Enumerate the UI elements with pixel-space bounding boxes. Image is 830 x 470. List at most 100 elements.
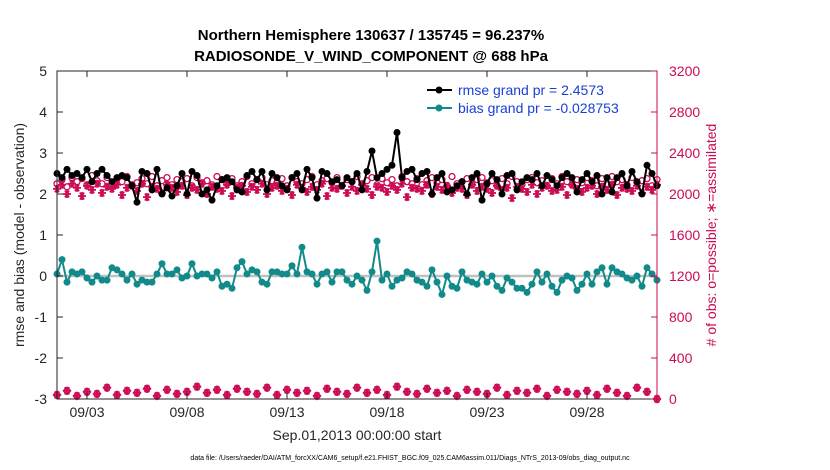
y-right-tick-label: 800 xyxy=(669,309,693,325)
obs-assimilated-point xyxy=(533,190,541,198)
bias-point xyxy=(58,256,66,264)
rmse-point xyxy=(483,180,491,188)
y-left-tick-label: -2 xyxy=(35,350,48,366)
obs-bottom-assimilated-point xyxy=(272,390,282,400)
rmse-point xyxy=(538,182,546,190)
obs-bottom-assimilated-point xyxy=(112,390,122,400)
y-axis-label-left: rmse and bias (model - observation) xyxy=(11,123,27,347)
rmse-point xyxy=(88,178,96,186)
obs-bottom-assimilated-point xyxy=(472,387,482,397)
obs-bottom-assimilated-point xyxy=(192,382,202,391)
rmse-point xyxy=(228,178,236,186)
chart-title-line1: Northern Hemisphere 130637 / 135745 = 96… xyxy=(198,27,544,44)
bias-point xyxy=(523,288,531,296)
rmse-point xyxy=(263,186,271,194)
obs-assimilated-point xyxy=(373,182,381,191)
rmse-point xyxy=(93,170,101,177)
chart-title-line2: RADIOSONDE_V_WIND_COMPONENT @ 688 hPa xyxy=(194,48,549,65)
rmse-point xyxy=(453,182,461,190)
rmse-point xyxy=(408,165,416,173)
bias-point xyxy=(438,290,446,298)
bias-point xyxy=(598,264,606,272)
rmse-point xyxy=(633,178,641,186)
obs-assimilated-point xyxy=(153,184,161,193)
y-left-tick-label: -3 xyxy=(35,391,48,407)
rmse-point xyxy=(628,167,636,175)
obs-assimilated-point xyxy=(578,187,586,196)
rmse-point xyxy=(598,190,606,198)
rmse-point xyxy=(413,176,421,184)
rmse-point xyxy=(513,186,521,194)
rmse-point xyxy=(293,170,301,177)
legend-label: bias grand pr = -0.028753 xyxy=(458,100,619,116)
obs-bottom-assimilated-point xyxy=(352,383,362,392)
bias-point xyxy=(313,280,321,288)
obs-bottom-assimilated-point xyxy=(432,388,442,398)
bias-point xyxy=(533,268,541,276)
rmse-point xyxy=(323,170,331,177)
rmse-point xyxy=(278,182,286,190)
rmse-point xyxy=(363,167,371,175)
rmse-point xyxy=(153,165,161,173)
obs-assimilated-point xyxy=(143,193,151,202)
y-right-tick-label: 2800 xyxy=(669,104,700,120)
rmse-point xyxy=(508,170,516,177)
bias-point xyxy=(338,268,346,276)
rmse-point xyxy=(283,186,291,194)
bias-point xyxy=(378,276,386,284)
rmse-point xyxy=(258,167,266,175)
bias-point xyxy=(618,270,626,278)
bias-point xyxy=(148,278,156,286)
rmse-point xyxy=(468,174,476,182)
bias-point xyxy=(548,282,556,290)
bias-point xyxy=(498,286,506,294)
obs-possible-point xyxy=(163,173,171,182)
legend: rmse grand pr = 2.4573 bias grand pr = -0… xyxy=(427,82,619,116)
bias-series xyxy=(53,237,661,298)
rmse-point xyxy=(603,174,611,182)
rmse-point xyxy=(583,170,591,177)
rmse-point xyxy=(73,170,81,177)
obs-assimilated-point xyxy=(628,186,636,195)
y-right-tick-label: 0 xyxy=(669,391,677,407)
obs-bottom-assimilated-point xyxy=(122,386,132,395)
obs-assimilated-point xyxy=(218,186,226,195)
rmse-point xyxy=(273,174,281,182)
y-right-tick-label: 400 xyxy=(669,350,693,366)
obs-assimilated-point xyxy=(58,180,66,189)
obs-assimilated-point xyxy=(323,192,331,201)
bias-point xyxy=(408,270,416,278)
obs-bottom-assimilated-point xyxy=(612,388,622,398)
rmse-point xyxy=(188,167,196,175)
rmse-point xyxy=(158,190,166,198)
bias-point xyxy=(328,278,336,286)
bias-point xyxy=(488,272,496,280)
rmse-point xyxy=(638,190,646,198)
bias-point xyxy=(633,272,641,280)
rmse-point xyxy=(198,190,206,198)
rmse-point xyxy=(238,188,246,196)
obs-bottom-assimilated-point xyxy=(492,383,502,392)
bias-point xyxy=(358,276,366,284)
x-tick-label: 09/08 xyxy=(169,404,204,420)
rmse-point xyxy=(298,186,306,194)
rmse-point xyxy=(343,174,351,182)
bias-point xyxy=(388,282,396,290)
bias-point xyxy=(83,274,91,282)
obs-bottom-assimilated-point xyxy=(602,384,612,393)
obs-assimilated-point xyxy=(88,185,96,194)
obs-bottom-assimilated-point xyxy=(562,387,572,397)
bias-point xyxy=(63,278,71,286)
bias-point xyxy=(103,276,111,284)
rmse-point xyxy=(438,170,446,177)
obs-bottom-assimilated-point xyxy=(142,384,152,393)
obs-assimilated-point xyxy=(243,187,251,196)
obs-bottom-assimilated-point xyxy=(552,385,562,394)
x-tick-label: 09/13 xyxy=(269,404,304,420)
obs-assimilated-point xyxy=(63,190,71,198)
rmse-point xyxy=(498,190,506,198)
bias-point xyxy=(118,270,126,278)
rmse-point xyxy=(388,161,396,169)
rmse-point xyxy=(643,161,651,169)
